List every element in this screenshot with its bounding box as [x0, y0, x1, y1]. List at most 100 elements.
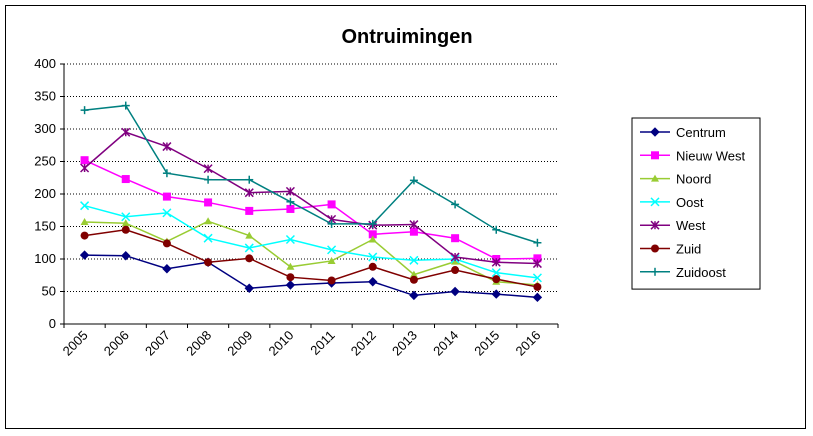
x-tick-label: 2005 — [60, 328, 91, 359]
data-point — [286, 262, 295, 270]
series-line — [84, 104, 538, 244]
data-point — [368, 277, 378, 287]
data-point — [204, 258, 213, 267]
legend-label: Zuid — [676, 242, 701, 257]
legend-item: West — [640, 218, 706, 233]
series-zuid — [80, 225, 542, 291]
legend-item: Noord — [640, 172, 711, 187]
marker-stroke — [532, 273, 542, 283]
y-tick-label: 100 — [34, 251, 56, 266]
marker-stroke — [368, 252, 378, 262]
x-tick-label: 2010 — [265, 328, 296, 359]
x-tick-label: 2008 — [183, 328, 214, 359]
x-tick-label: 2011 — [307, 328, 337, 358]
data-point — [409, 270, 418, 278]
plot-area: 0 50 100 150 200 250 300 350 400 2005 2006 2007 2008… — [34, 56, 559, 359]
data-point — [245, 254, 254, 263]
marker-stroke — [327, 245, 337, 255]
marker-stroke — [409, 255, 419, 265]
data-point — [162, 169, 171, 178]
data-point — [451, 234, 460, 243]
data-point — [204, 198, 213, 207]
data-point — [650, 220, 660, 230]
data-point — [533, 238, 542, 247]
chart-frame: Ontruimingen 0 50 100 150 200 250 300 350 400 200… — [5, 5, 806, 429]
data-point — [368, 252, 378, 262]
legend-label: Oost — [676, 195, 704, 210]
data-point — [285, 186, 295, 196]
data-point — [162, 239, 171, 248]
series-line — [84, 159, 538, 260]
y-tick-label: 150 — [34, 219, 56, 234]
data-point — [162, 142, 172, 152]
x-tick-label: 2013 — [389, 328, 420, 359]
data-point — [450, 252, 460, 262]
data-point — [285, 234, 295, 245]
x-tick-label: 2007 — [142, 328, 173, 359]
data-point — [80, 217, 89, 225]
x-tick-label: 2016 — [512, 328, 543, 359]
marker-stroke — [121, 212, 131, 222]
data-point — [80, 156, 89, 165]
data-point — [121, 127, 131, 137]
data-point — [245, 206, 254, 215]
x-tick-label: 2015 — [471, 328, 502, 359]
marker-stroke — [491, 268, 501, 278]
data-point — [204, 217, 213, 225]
data-point — [492, 225, 501, 234]
marker-stroke — [80, 201, 90, 211]
x-tick-label: 2014 — [430, 328, 461, 359]
y-tick-label: 250 — [34, 154, 56, 169]
legend-item: Zuidoost — [640, 265, 726, 280]
chart-title: Ontruimingen — [341, 26, 472, 48]
x-tick-label: 2009 — [224, 328, 255, 359]
data-point — [121, 225, 130, 234]
data-point — [409, 255, 419, 265]
data-point — [368, 230, 377, 239]
data-point — [451, 266, 460, 275]
data-point — [286, 204, 295, 213]
series-zuidoost — [80, 101, 542, 247]
series-line — [84, 220, 538, 286]
data-point — [162, 192, 171, 201]
data-point — [650, 127, 660, 137]
legend-item: Zuid — [640, 242, 701, 257]
legend: Centrum Nieuw West Noord Oost West Zuid Zuidoo… — [631, 117, 761, 290]
data-point — [286, 197, 295, 206]
data-point — [533, 282, 542, 291]
data-point — [451, 200, 460, 209]
data-point — [121, 175, 130, 184]
data-point — [286, 273, 295, 282]
data-point — [651, 151, 659, 160]
data-point — [368, 219, 377, 228]
data-point — [492, 275, 501, 284]
data-point — [244, 283, 254, 293]
series-line — [84, 131, 538, 265]
data-point — [368, 235, 377, 243]
data-point — [203, 164, 213, 174]
legend-label: Nieuw West — [676, 148, 746, 163]
data-point — [533, 254, 542, 263]
data-point — [80, 201, 90, 211]
data-point — [79, 250, 90, 260]
legend-item: Nieuw West — [640, 148, 746, 163]
data-point — [327, 219, 336, 228]
data-point — [532, 259, 542, 269]
data-point — [650, 197, 660, 207]
data-point — [532, 292, 543, 303]
legend-label: Centrum — [676, 125, 726, 140]
marker-stroke — [285, 234, 295, 245]
x-tick-label: 2012 — [348, 328, 379, 359]
data-point — [244, 188, 254, 198]
data-point — [121, 212, 131, 222]
legend-label: West — [676, 218, 706, 233]
legend-label: Noord — [676, 172, 711, 187]
data-point — [409, 290, 419, 301]
y-tick-label: 50 — [42, 284, 56, 299]
legend-item: Oost — [640, 195, 704, 210]
series-line — [84, 254, 538, 299]
data-point — [651, 244, 659, 253]
data-point — [327, 245, 337, 255]
data-point — [245, 231, 254, 239]
data-point — [285, 280, 296, 290]
